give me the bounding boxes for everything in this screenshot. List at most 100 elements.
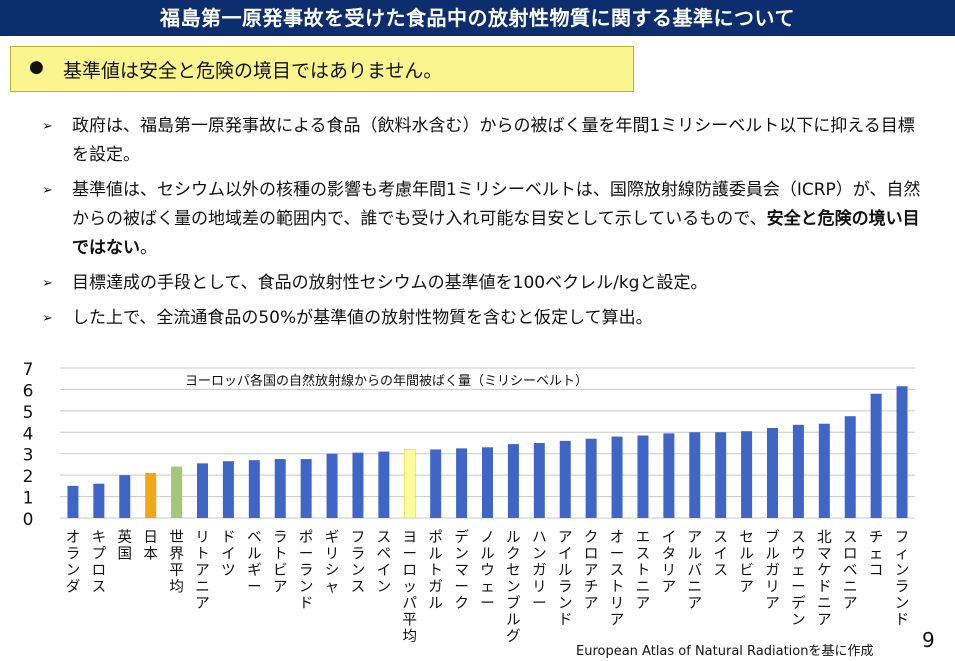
arrow-bullet-icon: ➢: [42, 311, 53, 326]
bar-18: [533, 443, 545, 518]
x-tick-label: スウェーデン: [791, 530, 806, 629]
x-tick-label: ノルウェー: [480, 530, 495, 612]
bar-27: [767, 428, 778, 518]
y-tick-label: 4: [23, 424, 34, 444]
x-tick-label: 世界平均: [169, 529, 184, 596]
bullet-item: ➢ した上で、全流通食品の50%が基準値の放射性物質を含むと仮定して算出。: [42, 304, 922, 333]
bullet-item: ➢ 基準値は、セシウム以外の核種の影響も考慮年間1ミリシーベルトは、国際放射線防…: [42, 176, 922, 263]
y-tick-label: 7: [23, 360, 34, 380]
arrow-bullet-icon: ➢: [42, 119, 53, 134]
arrow-bullet-icon: ➢: [42, 276, 53, 291]
chart-title: ヨーロッパ各国の自然放射線からの年間被ばく量（ミリシーベルト）: [185, 373, 588, 389]
x-tick-label: エストニア: [636, 530, 651, 612]
y-tick-label: 6: [23, 381, 34, 401]
x-tick-label: フィンランド: [895, 530, 910, 629]
bar-3: [145, 473, 157, 518]
x-tick-label: キプロス: [92, 530, 107, 596]
bar-16: [482, 447, 493, 518]
bar-28: [792, 424, 804, 518]
x-tick-label: ラトビア: [273, 530, 288, 596]
x-tick-label: イタリア: [662, 530, 677, 596]
bullet-item: ➢ 政府は、福島第一原発事故による食品（飲料水含む）からの被ばく量を年間1ミリシ…: [42, 112, 922, 170]
x-tick-label: リトアニア: [195, 530, 210, 612]
bar-30: [844, 416, 856, 518]
bullet-text: 基準値は、セシウム以外の核種の影響も考慮年間1ミリシーベルトは、国際放射線防護委…: [72, 180, 921, 229]
bullet-emphasis: 安全と危険の境い目ではない: [72, 209, 920, 258]
bullet-dot-icon: ●: [29, 57, 44, 77]
bullet-text: 目標達成の手段として、食品の放射性セシウムの基準値を100ベクレル/kgと設定。: [72, 273, 708, 293]
x-axis-ticks: オランダキプロス英国日本世界平均リトアニアドイツベルギーラトビアポーランドギリシ…: [66, 528, 910, 645]
x-tick-label: チェコ: [869, 530, 884, 579]
x-tick-label: デンマーク: [454, 528, 469, 612]
bullet-item: ➢ 目標達成の手段として、食品の放射性セシウムの基準値を100ベクレル/kgと設…: [42, 269, 922, 298]
x-tick-label: ルクセンブルグ: [506, 530, 521, 645]
bar-6: [222, 461, 234, 518]
page-title: 福島第一原発事故を受けた食品中の放射性物質に関する基準について: [0, 0, 955, 36]
bar-2: [119, 475, 131, 518]
bar-22: [637, 435, 649, 518]
bar-14: [430, 449, 442, 518]
x-tick-label: スイス: [713, 530, 728, 579]
x-tick-label: スロベニア: [843, 530, 858, 612]
x-tick-label: ドイツ: [221, 530, 236, 579]
bar-17: [507, 444, 519, 518]
bar-15: [456, 448, 468, 518]
x-tick-label: スペイン: [377, 530, 392, 596]
x-tick-label: 北マケドニア: [817, 529, 832, 629]
x-tick-label: オーストリア: [610, 530, 625, 629]
bullet-text-end: 。: [140, 238, 157, 258]
y-tick-label: 3: [23, 446, 34, 466]
key-message-box: ● 基準値は安全と危険の境目ではありません。: [10, 46, 634, 92]
arrow-bullet-icon: ➢: [42, 183, 53, 198]
x-tick-label: 日本: [143, 530, 158, 563]
x-tick-label: フランス: [351, 530, 366, 596]
bar-12: [378, 451, 390, 518]
bar-0: [67, 485, 79, 518]
bar-1: [93, 483, 105, 518]
bar-4: [171, 466, 183, 518]
page-number: 9: [922, 628, 935, 652]
y-tick-label: 0: [23, 510, 34, 530]
bar-19: [559, 440, 571, 518]
bullet-text: 政府は、福島第一原発事故による食品（飲料水含む）からの被ばく量を年間1ミリシーベ…: [72, 116, 915, 165]
bar-7: [248, 460, 260, 518]
bar-11: [352, 452, 364, 518]
bar-10: [326, 453, 338, 518]
bar-13: [403, 449, 416, 519]
x-tick-label: ハンガリー: [532, 530, 547, 612]
y-tick-label: 2: [23, 467, 34, 487]
bar-5: [197, 463, 208, 518]
bullet-text: した上で、全流通食品の50%が基準値の放射性物質を含むと仮定して算出。: [72, 308, 653, 328]
bar-24: [689, 432, 701, 518]
bullet-list: ➢ 政府は、福島第一原発事故による食品（飲料水含む）からの被ばく量を年間1ミリシ…: [42, 112, 922, 339]
x-tick-label: アイルランド: [558, 530, 573, 629]
y-tick-label: 5: [23, 403, 34, 423]
x-tick-label: ヨーロッパ平均: [403, 530, 418, 645]
bar-8: [274, 459, 286, 518]
x-tick-label: ブルガリア: [765, 528, 780, 612]
y-tick-label: 1: [23, 489, 34, 509]
bar-20: [585, 438, 597, 518]
bar-9: [300, 459, 312, 518]
bar-26: [741, 431, 753, 518]
bar-21: [611, 436, 623, 518]
x-tick-label: セルビア: [739, 530, 754, 596]
x-tick-label: オランダ: [66, 530, 81, 596]
key-message-text: 基準値は安全と危険の境目ではありません。: [63, 60, 443, 82]
source-note: European Atlas of Natural Radiationを基に作成: [576, 644, 874, 659]
bar-23: [663, 433, 675, 518]
bar-31: [870, 393, 882, 518]
x-tick-label: クロアチア: [584, 529, 599, 612]
chart-bars: [67, 386, 908, 519]
x-tick-label: アルバニア: [688, 530, 703, 612]
x-tick-label: ギリシャ: [325, 529, 340, 596]
x-tick-label: ベルギー: [247, 530, 262, 596]
x-tick-label: ポーランド: [299, 529, 314, 612]
x-tick-label: 英国: [118, 528, 133, 563]
x-tick-label: ポルトガル: [428, 529, 443, 612]
bar-29: [818, 423, 830, 518]
bar-25: [715, 432, 727, 518]
bar-32: [896, 386, 908, 518]
